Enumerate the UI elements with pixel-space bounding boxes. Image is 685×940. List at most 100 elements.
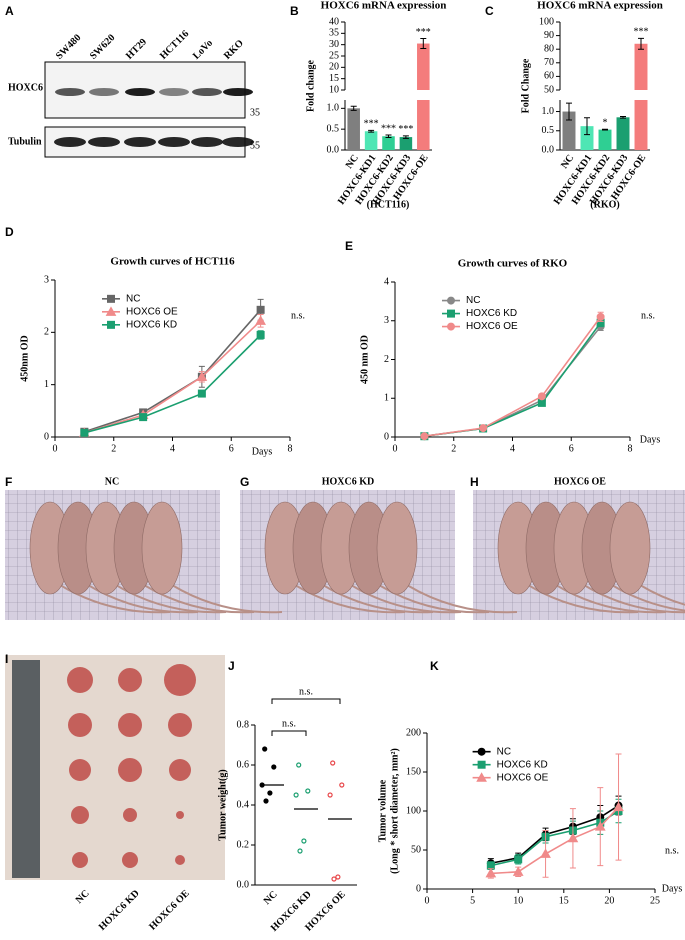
y-tick-label: 0.4 [237, 799, 250, 810]
x-axis-label: (RKO) [590, 199, 619, 210]
y-tick-label: 1.0 [542, 106, 555, 117]
panel-label: K [430, 659, 439, 673]
series-line [424, 316, 602, 438]
panel-label: J [228, 659, 235, 673]
legend-label: NC [466, 295, 480, 306]
y-tick-label: 0.6 [237, 759, 250, 770]
x-axis-label: Days [640, 434, 661, 445]
blot-band [54, 137, 86, 147]
blot-band [192, 88, 222, 96]
blot-band [55, 88, 85, 96]
point [331, 876, 337, 882]
cell-line-label: SW620 [88, 32, 117, 61]
y-tick-label: 0.0 [542, 144, 555, 155]
panel-label: B [290, 4, 299, 18]
marker [514, 855, 523, 864]
annotation: n.s. [291, 310, 305, 321]
series-line [424, 322, 602, 438]
tumor [122, 852, 138, 868]
cell-line-label: HT29 [124, 37, 149, 62]
error-bar [350, 105, 357, 111]
marker [477, 747, 486, 756]
marker [107, 294, 115, 303]
y-tick-label: 20 [329, 62, 339, 73]
y-tick-label: 0.5 [327, 123, 340, 134]
y-tick-label: 0.5 [542, 125, 555, 136]
significance: *** [634, 27, 649, 38]
y-tick-label: 60 [544, 71, 554, 82]
blot-band [158, 137, 190, 147]
bar [364, 131, 378, 150]
bar [417, 100, 430, 150]
photos [5, 61, 685, 880]
y-tick-label: 0 [384, 431, 389, 442]
marker [196, 371, 208, 381]
legend-label: NC [497, 746, 511, 757]
blot-band [124, 137, 156, 147]
error-bar [566, 102, 572, 121]
x-tick-label: 8 [628, 443, 633, 454]
series-line [424, 326, 602, 438]
x-tick-label: 8 [288, 443, 293, 454]
bar [417, 43, 430, 90]
blot-band [125, 88, 155, 96]
blot-band [223, 88, 253, 96]
marker [537, 392, 546, 401]
y-tick-label: 3 [384, 315, 389, 326]
panel-label: D [5, 225, 14, 239]
x-tick-label: 0 [393, 443, 398, 454]
ruler [12, 660, 40, 878]
y-tick-label: 50 [411, 844, 421, 855]
point [293, 792, 299, 798]
y-tick-label: 0.0 [237, 879, 250, 890]
marker [107, 320, 115, 329]
tumor-label: NC [74, 888, 92, 906]
bar [580, 126, 594, 150]
cell-line-label: RKO [222, 38, 246, 62]
blot-band [191, 137, 223, 147]
point [305, 788, 311, 794]
y-tick-label: 150 [406, 766, 421, 777]
chart-title: Growth curves of RKO [458, 258, 568, 270]
marker [485, 867, 497, 878]
tumor-label: HOXC6 OE [147, 888, 192, 933]
marker [447, 309, 455, 318]
blot-band [89, 88, 119, 96]
x-tick-label: 5 [470, 895, 475, 906]
x-tick-label: NC [262, 889, 280, 907]
legend-label: HOXC6 KD [126, 319, 177, 330]
x-axis-label: (HCT116) [367, 199, 410, 210]
marker [256, 330, 265, 339]
series-line [84, 320, 262, 434]
mouse-tail [406, 584, 518, 614]
bar [634, 43, 648, 90]
point [330, 760, 336, 766]
marker [80, 428, 89, 437]
error-bar [638, 37, 644, 50]
y-tick-label: 100 [406, 805, 421, 816]
x-tick-label: 0 [425, 895, 430, 906]
tumor [118, 713, 142, 737]
marker [256, 305, 265, 314]
error-bar [584, 117, 590, 136]
series-line [84, 309, 262, 433]
point [271, 764, 277, 770]
x-tick-label: 10 [513, 895, 523, 906]
mouse-body [609, 501, 651, 595]
mouse-body [141, 501, 183, 595]
y-tick-label: 15 [329, 73, 339, 84]
chart-title: HOXC6 mRNA expression [537, 0, 663, 12]
y-tick-label: 1.0 [327, 103, 340, 114]
mice-title: HOXC6 KD [322, 476, 375, 487]
error-bar [402, 135, 409, 139]
y-tick-label: 90 [544, 30, 554, 41]
y-axis-label: Tumor volume [377, 779, 388, 842]
marker [197, 389, 206, 398]
x-tick-label: 25 [650, 895, 660, 906]
y-axis-label: Tumor weight(g) [217, 769, 228, 840]
y-tick-label: 200 [406, 727, 421, 738]
marker [594, 821, 606, 831]
cell-line-label: LoVo [191, 38, 215, 62]
marker [420, 432, 429, 441]
